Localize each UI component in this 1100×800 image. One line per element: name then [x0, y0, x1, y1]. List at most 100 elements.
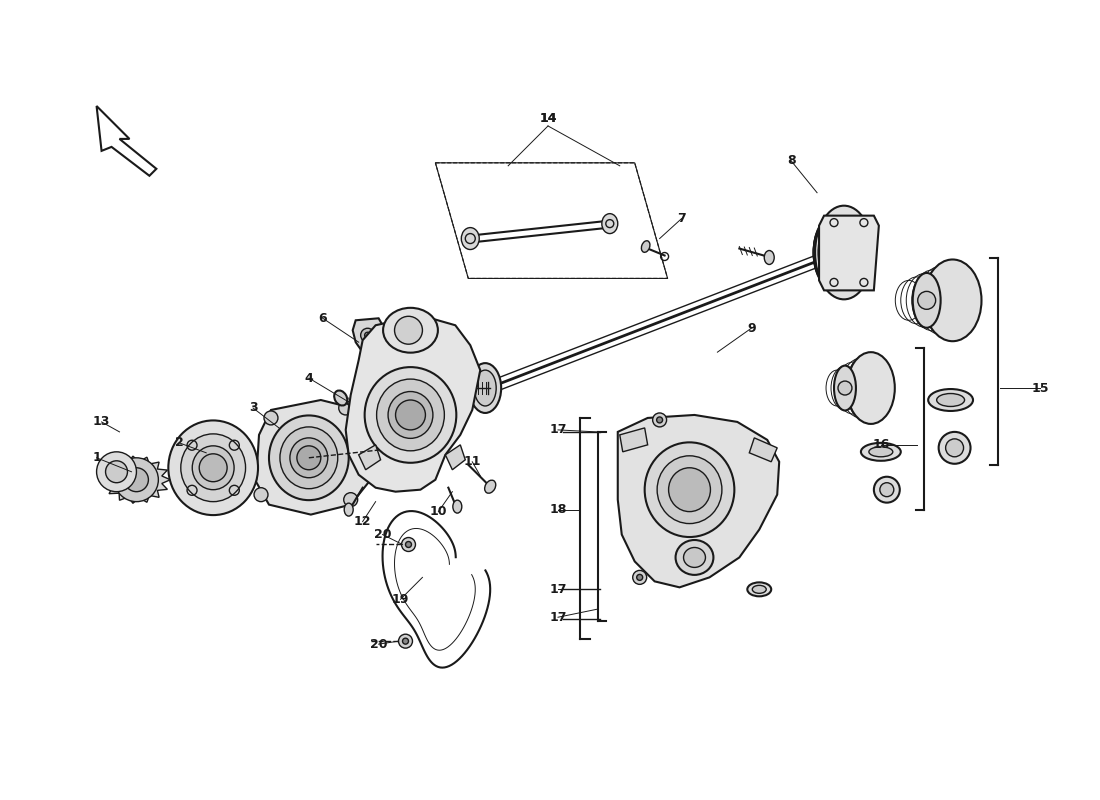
Ellipse shape — [675, 540, 714, 575]
Polygon shape — [820, 216, 879, 290]
Polygon shape — [256, 400, 375, 514]
Text: 11: 11 — [463, 455, 481, 468]
Ellipse shape — [683, 547, 705, 567]
Text: 15: 15 — [1032, 382, 1049, 394]
Circle shape — [403, 638, 408, 644]
Ellipse shape — [834, 366, 856, 410]
Ellipse shape — [290, 438, 328, 478]
Polygon shape — [749, 438, 778, 462]
Ellipse shape — [669, 468, 711, 512]
Circle shape — [264, 411, 278, 425]
Text: 19: 19 — [392, 593, 409, 606]
Text: 20: 20 — [370, 638, 387, 650]
Text: 18: 18 — [549, 503, 566, 516]
Text: 1: 1 — [92, 451, 101, 464]
Ellipse shape — [383, 308, 438, 353]
Text: 13: 13 — [92, 415, 110, 429]
Polygon shape — [353, 318, 386, 352]
Ellipse shape — [388, 391, 433, 438]
Circle shape — [339, 401, 353, 415]
Text: 14: 14 — [539, 113, 557, 126]
Ellipse shape — [818, 226, 840, 278]
Ellipse shape — [270, 415, 349, 500]
Circle shape — [637, 574, 642, 580]
Ellipse shape — [937, 394, 965, 406]
Ellipse shape — [752, 586, 767, 594]
Ellipse shape — [645, 442, 735, 537]
Circle shape — [395, 316, 422, 344]
Ellipse shape — [928, 389, 974, 411]
Ellipse shape — [279, 427, 338, 489]
Circle shape — [254, 488, 268, 502]
Circle shape — [657, 417, 662, 423]
Ellipse shape — [815, 206, 873, 299]
Ellipse shape — [641, 241, 650, 252]
Ellipse shape — [453, 500, 462, 513]
Text: 3: 3 — [249, 402, 257, 414]
Ellipse shape — [602, 214, 618, 234]
Circle shape — [402, 538, 416, 551]
Ellipse shape — [764, 250, 774, 265]
Ellipse shape — [376, 379, 444, 451]
Text: 17: 17 — [549, 610, 566, 624]
Ellipse shape — [192, 446, 234, 490]
Text: 20: 20 — [374, 528, 392, 541]
Circle shape — [632, 570, 647, 584]
Ellipse shape — [461, 228, 480, 250]
Ellipse shape — [747, 582, 771, 596]
Circle shape — [838, 381, 851, 395]
Text: 16: 16 — [872, 438, 890, 451]
Ellipse shape — [334, 390, 348, 406]
Circle shape — [297, 446, 321, 470]
Ellipse shape — [847, 352, 894, 424]
Polygon shape — [359, 445, 381, 470]
Ellipse shape — [470, 363, 502, 413]
Circle shape — [917, 291, 936, 310]
Text: 6: 6 — [319, 312, 327, 325]
Ellipse shape — [474, 370, 496, 406]
Circle shape — [873, 477, 900, 502]
Circle shape — [396, 400, 426, 430]
Ellipse shape — [180, 434, 245, 502]
Ellipse shape — [344, 503, 353, 516]
Circle shape — [199, 454, 227, 482]
Circle shape — [114, 458, 158, 502]
Text: 10: 10 — [430, 505, 447, 518]
Circle shape — [124, 468, 148, 492]
Polygon shape — [619, 428, 648, 452]
Ellipse shape — [657, 456, 722, 523]
Ellipse shape — [913, 273, 940, 328]
Text: 12: 12 — [354, 515, 372, 528]
Ellipse shape — [364, 367, 456, 462]
Polygon shape — [103, 456, 170, 503]
Circle shape — [406, 542, 411, 547]
Ellipse shape — [168, 421, 258, 515]
Text: 2: 2 — [175, 436, 184, 450]
Circle shape — [398, 634, 412, 648]
Circle shape — [364, 332, 371, 338]
Circle shape — [652, 413, 667, 427]
Ellipse shape — [485, 480, 496, 494]
Circle shape — [97, 452, 136, 492]
Circle shape — [106, 461, 128, 482]
Circle shape — [361, 328, 375, 342]
Circle shape — [938, 432, 970, 464]
Text: 14: 14 — [539, 113, 557, 126]
Text: 4: 4 — [305, 371, 314, 385]
Polygon shape — [446, 445, 465, 470]
Text: 8: 8 — [786, 154, 795, 167]
Text: 9: 9 — [747, 322, 756, 334]
Circle shape — [343, 493, 358, 506]
Ellipse shape — [924, 259, 981, 342]
Ellipse shape — [869, 447, 893, 457]
Circle shape — [946, 439, 964, 457]
Text: 17: 17 — [549, 583, 566, 596]
Text: 7: 7 — [678, 212, 686, 225]
Polygon shape — [97, 106, 156, 176]
Circle shape — [880, 482, 894, 497]
Circle shape — [832, 241, 856, 265]
Polygon shape — [345, 315, 481, 492]
Polygon shape — [618, 415, 779, 587]
Ellipse shape — [861, 443, 901, 461]
Text: 17: 17 — [549, 423, 566, 436]
